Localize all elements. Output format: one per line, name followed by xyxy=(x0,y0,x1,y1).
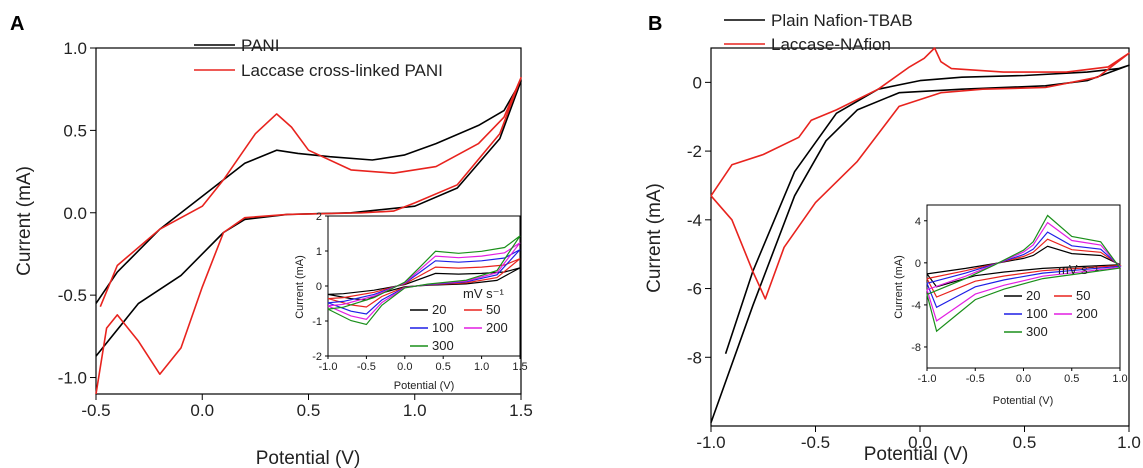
inset-a-legend-label: 20 xyxy=(432,302,446,317)
panel-letter-b: B xyxy=(648,13,662,35)
inset-a-y-tick-label: 1 xyxy=(316,246,322,258)
legend-label-laccase-nafion: Laccase-NAfion xyxy=(771,35,891,54)
main-b-x-tick-label: 0.0 xyxy=(908,433,932,452)
series-a xyxy=(95,76,522,395)
inset-y-axis-a: 2 1 0 -1 -2 xyxy=(312,211,328,363)
legend-label-plain-nafion: Plain Nafion-TBAB xyxy=(771,11,913,30)
main-a-x-tick-label: 0.5 xyxy=(297,401,321,420)
main-a-y-tick-label: 0.5 xyxy=(63,121,87,140)
inset-b-x-tick-label: 0.0 xyxy=(1016,373,1031,385)
inset-a-x-tick-label: 0.0 xyxy=(397,361,412,373)
inset-b-legend-label: 100 xyxy=(1026,306,1048,321)
main-a-series-line xyxy=(95,80,522,357)
inset-y-axis-b: 4 0 -4 -8 xyxy=(911,216,927,354)
x-axis-b: -1.0 -0.5 0.0 0.5 1.0 xyxy=(696,426,1141,452)
inset-b-y-tick-label: 4 xyxy=(915,216,921,228)
main-a-y-tick-label: -0.5 xyxy=(58,286,87,305)
inset-legend-a: 20 50 100 200 300 xyxy=(410,302,508,353)
main-b-series-line xyxy=(710,64,1130,423)
main-a-y-tick-label: 1.0 xyxy=(63,39,87,58)
inset-frame-b xyxy=(926,204,1121,369)
main-b-x-tick-label: 1.0 xyxy=(1117,433,1141,452)
x-axis-label-b: Potential (V) xyxy=(864,444,969,465)
main-a-series-line xyxy=(95,76,522,395)
inset-a-x-tick-label: 0.5 xyxy=(436,361,451,373)
inset-y-label-a: Current (mA) xyxy=(294,255,306,319)
inset-a-x-tick-label: 1.0 xyxy=(474,361,489,373)
main-a-x-tick-label: 1.5 xyxy=(509,401,533,420)
main-a-x-tick-label: 1.0 xyxy=(403,401,427,420)
inset-b-x-tick-label: -1.0 xyxy=(918,373,937,385)
inset-b-x-tick-label: 1.0 xyxy=(1112,373,1127,385)
y-axis-a: 1.0 0.5 0.0 -0.5 -1.0 xyxy=(58,39,96,388)
inset-y-label-b: Current (mA) xyxy=(893,255,905,319)
inset-a-series-line xyxy=(327,235,521,326)
series-b xyxy=(710,47,1130,423)
inset-b-y-tick-label: -4 xyxy=(911,300,921,312)
inset-x-axis-b: -1.0 -0.5 0.0 0.5 1.0 xyxy=(918,368,1128,385)
main-b-y-tick-label: -8 xyxy=(687,348,702,367)
main-a-y-tick-label: 0.0 xyxy=(63,204,87,223)
inset-a-legend-label: 50 xyxy=(486,302,500,317)
main-b-y-tick-label: 0 xyxy=(693,73,702,92)
main-b-x-tick-label: -1.0 xyxy=(696,433,725,452)
main-b-y-tick-label: -4 xyxy=(687,211,702,230)
x-axis-label-a: Potential (V) xyxy=(256,448,361,468)
main-b-x-tick-label: 0.5 xyxy=(1013,433,1037,452)
panel-letter-a: A xyxy=(10,13,24,35)
main-b-x-tick-label: -0.5 xyxy=(801,433,830,452)
inset-a-y-tick-label: -2 xyxy=(312,351,322,363)
y-axis-label-b: Current (mA) xyxy=(644,183,665,293)
inset-a-y-tick-label: -1 xyxy=(312,316,322,328)
inset-b-series-line xyxy=(926,238,1122,298)
main-b-y-tick-label: -2 xyxy=(687,142,702,161)
inset-legend-title-b: mV s⁻¹ xyxy=(1058,262,1099,277)
inset-b-legend-label: 50 xyxy=(1076,288,1090,303)
inset-legend-b: 20 50 100 200 300 xyxy=(1004,288,1098,339)
inset-b-series-line xyxy=(926,231,1122,309)
legend-label-laccase-pani: Laccase cross-linked PANI xyxy=(241,61,443,80)
inset-x-axis-a: -1.0 -0.5 0.0 0.5 1.0 1.5 xyxy=(319,356,528,373)
inset-x-label-a: Potential (V) xyxy=(394,380,455,392)
inset-b-series-line xyxy=(926,221,1122,322)
inset-b-x-tick-label: -0.5 xyxy=(966,373,985,385)
inset-b-legend-label: 200 xyxy=(1076,306,1098,321)
inset-b-series-line xyxy=(926,214,1122,333)
inset-x-label-b: Potential (V) xyxy=(993,395,1054,407)
main-a-x-tick-label: -0.5 xyxy=(81,401,110,420)
inset-b-y-tick-label: -8 xyxy=(911,342,921,354)
inset-series-a xyxy=(327,235,521,326)
inset-b: -1.0 -0.5 0.0 0.5 1.0 4 0 -4 -8 Potential (V) C… xyxy=(893,204,1128,407)
inset-a-legend-label: 200 xyxy=(486,320,508,335)
panel-a: A -0.5 0.0 0.5 1.0 1.5 1.0 0.5 0.0 -0.5 -1.0 Pot… xyxy=(10,13,533,468)
inset-a-y-tick-label: 0 xyxy=(316,281,322,293)
inset-b-legend-label: 20 xyxy=(1026,288,1040,303)
inset-b-y-tick-label: 0 xyxy=(915,258,921,270)
inset-a-x-tick-label: -0.5 xyxy=(357,361,376,373)
x-axis-a: -0.5 0.0 0.5 1.0 1.5 xyxy=(81,394,533,420)
inset-a-x-tick-label: -1.0 xyxy=(319,361,338,373)
legend-b: Plain Nafion-TBAB Laccase-NAfion xyxy=(724,11,913,54)
legend-a: PANI Laccase cross-linked PANI xyxy=(194,36,443,80)
main-a-x-tick-label: 0.0 xyxy=(190,401,214,420)
inset-legend-title-a: mV s⁻¹ xyxy=(463,286,504,301)
panel-b: B -1.0 -0.5 0.0 0.5 1.0 0 -2 -4 -6 -8 Potential … xyxy=(644,11,1141,465)
inset-a-legend-label: 300 xyxy=(432,338,454,353)
y-axis-label-a: Current (mA) xyxy=(14,166,35,276)
inset-series-b xyxy=(926,214,1122,333)
inset-b-x-tick-label: 0.5 xyxy=(1064,373,1079,385)
inset-a-y-tick-label: 2 xyxy=(316,211,322,223)
legend-label-pani: PANI xyxy=(241,36,279,55)
inset-a-legend-label: 100 xyxy=(432,320,454,335)
inset-a-x-tick-label: 1.5 xyxy=(512,361,527,373)
y-axis-b: 0 -2 -4 -6 -8 xyxy=(687,73,711,367)
main-a-y-tick-label: -1.0 xyxy=(58,369,87,388)
main-b-series-line xyxy=(710,47,1130,300)
inset-b-legend-label: 300 xyxy=(1026,324,1048,339)
inset-a: -1.0 -0.5 0.0 0.5 1.0 1.5 2 1 0 -1 -2 Potential (… xyxy=(294,211,528,392)
main-b-y-tick-label: -6 xyxy=(687,280,702,299)
